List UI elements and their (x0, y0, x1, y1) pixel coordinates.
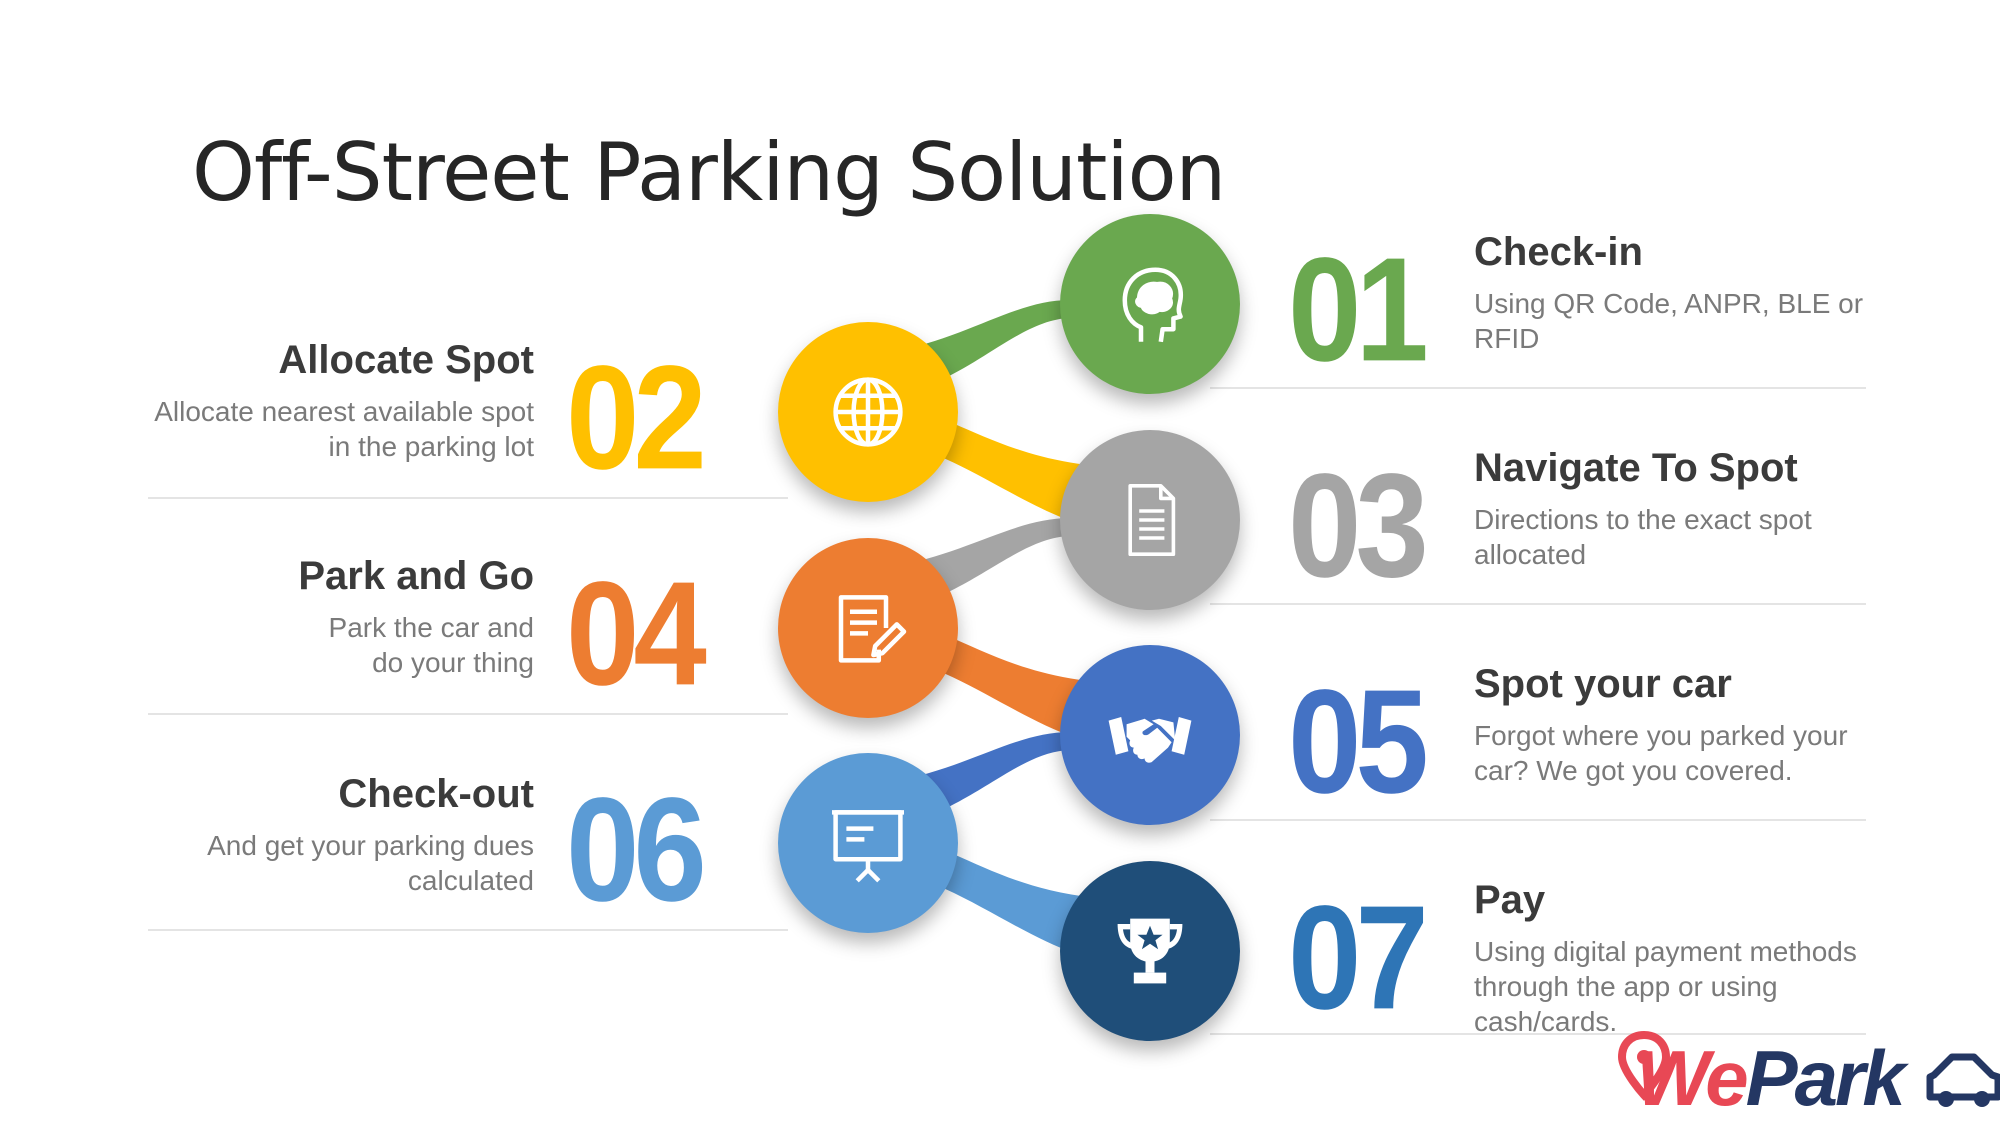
trophy-icon (1117, 918, 1183, 984)
step-01-description: Using QR Code, ANPR, BLE or RFID (1474, 288, 1864, 354)
divider-right-4 (1210, 1033, 1866, 1035)
step-04-description: Park the car and do your thing (328, 612, 534, 678)
step-02-description: Allocate nearest available spot in the p… (154, 396, 534, 462)
step-06-title: Check-out (338, 772, 534, 816)
weparker-logo: WePark (1617, 1030, 2000, 1122)
divider-left-3 (148, 929, 788, 931)
step-07-title: Pay (1474, 878, 1546, 922)
logo-prefix: We (1636, 1034, 1747, 1122)
step-03-text: Navigate To Spot Directions to the exact… (1474, 446, 1864, 572)
step-02-circle (778, 322, 958, 502)
edit-document-icon (838, 595, 907, 663)
divider-right-2 (1210, 603, 1866, 605)
step-05-title: Spot your car (1474, 662, 1732, 706)
step-06-number: 06 (566, 767, 707, 932)
step-03-circle (1060, 430, 1240, 610)
step-05-description: Forgot where you parked your car? We got… (1474, 720, 1848, 786)
step-07-circle (1060, 861, 1240, 1041)
step-01-text: Check-in Using QR Code, ANPR, BLE or RFI… (1474, 230, 1864, 356)
page-title: Off-Street Parking Solution (192, 125, 1226, 219)
logo-suffix: Park (1746, 1034, 1910, 1122)
step-05-text: Spot your car Forgot where you parked yo… (1474, 662, 1864, 788)
step-05-circle (1060, 645, 1240, 825)
divider-right-1 (1210, 387, 1866, 389)
step-05-number: 05 (1288, 659, 1429, 824)
step-07-description: Using digital payment methods through th… (1474, 936, 1857, 1037)
presentation-board-icon (832, 810, 904, 883)
step-02-text: Allocate Spot Allocate nearest available… (144, 338, 534, 464)
map-pin-icon (1617, 1030, 1671, 1101)
divider-left-2 (148, 713, 788, 715)
step-03-number: 03 (1288, 443, 1429, 608)
step-06-description: And get your parking dues calculated (207, 830, 534, 896)
svg-text:WePark: WePark (1636, 1034, 1909, 1122)
step-02-number: 02 (566, 335, 707, 500)
document-icon (1128, 484, 1176, 556)
head-brain-icon (1122, 267, 1183, 343)
step-01-number: 01 (1288, 227, 1429, 392)
car-icon (1926, 1053, 2000, 1107)
globe-icon (833, 377, 903, 447)
step-07-number: 07 (1288, 875, 1429, 1040)
step-03-description: Directions to the exact spot allocated (1474, 504, 1812, 570)
step-07-text: Pay Using digital payment methods throug… (1474, 878, 1864, 1039)
handshake-icon (1108, 717, 1192, 763)
divider-right-3 (1210, 819, 1866, 821)
step-06-circle (778, 753, 958, 933)
step-03-title: Navigate To Spot (1474, 446, 1798, 490)
step-04-circle (778, 538, 958, 718)
step-04-number: 04 (566, 551, 707, 716)
step-06-text: Check-out And get your parking dues calc… (144, 772, 534, 898)
step-02-title: Allocate Spot (278, 338, 534, 382)
step-01-title: Check-in (1474, 230, 1643, 274)
step-04-text: Park and Go Park the car and do your thi… (144, 554, 534, 680)
divider-left-1 (148, 497, 788, 499)
step-04-title: Park and Go (298, 554, 534, 598)
step-01-circle (1060, 214, 1240, 394)
